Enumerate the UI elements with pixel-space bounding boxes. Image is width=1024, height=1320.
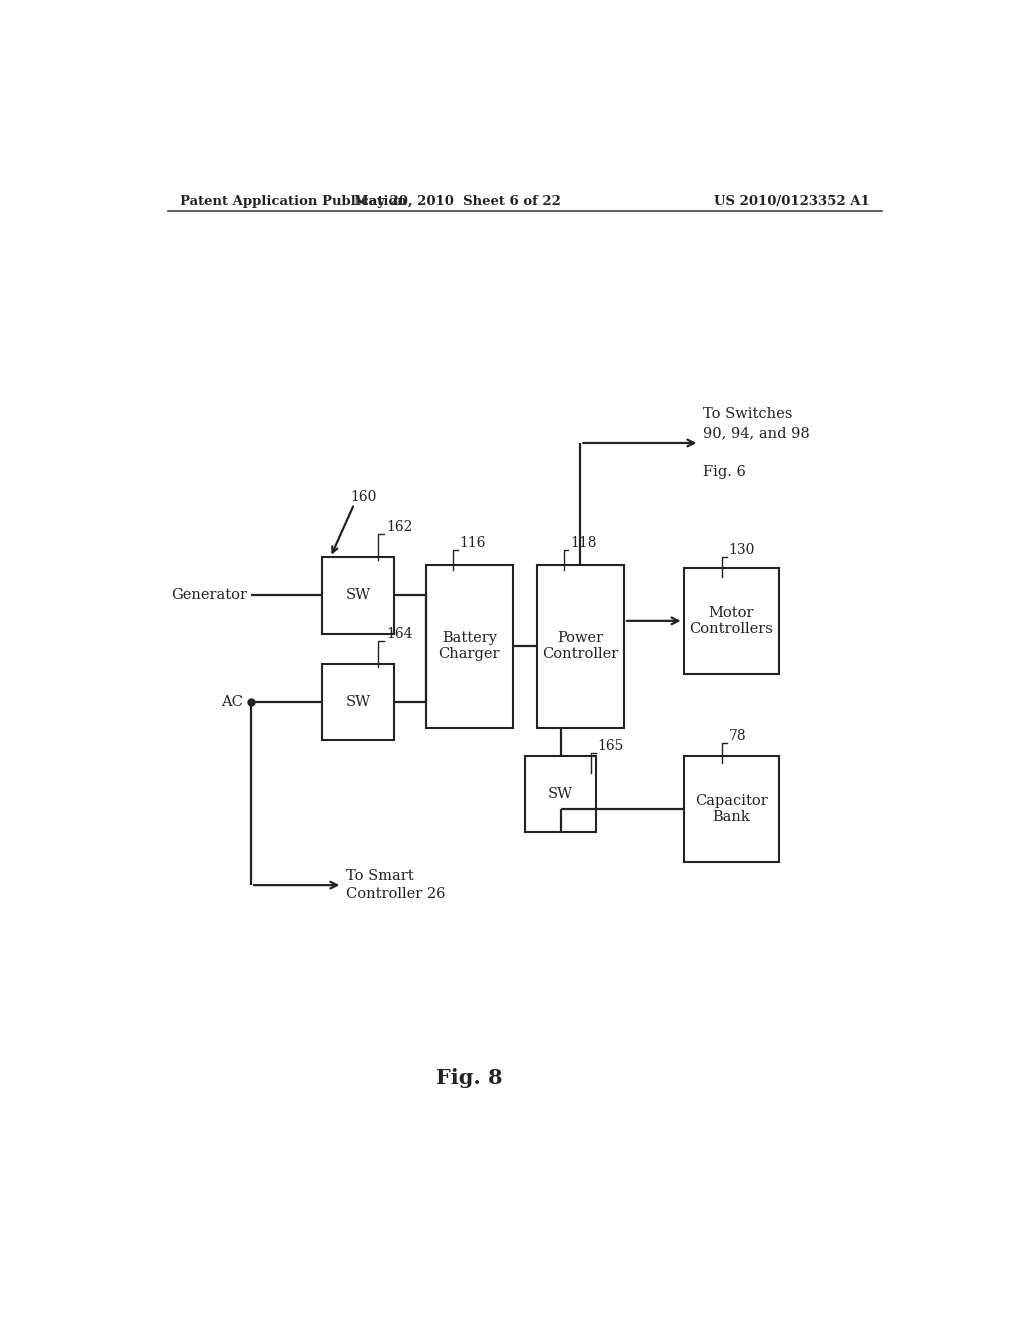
- Text: SW: SW: [345, 696, 371, 709]
- Text: 162: 162: [386, 520, 413, 535]
- Text: 116: 116: [460, 536, 486, 549]
- Text: US 2010/0123352 A1: US 2010/0123352 A1: [715, 194, 870, 207]
- Text: 160: 160: [350, 490, 377, 504]
- Text: SW: SW: [548, 787, 573, 801]
- Text: Motor
Controllers: Motor Controllers: [689, 606, 773, 636]
- Text: Battery
Charger: Battery Charger: [438, 631, 500, 661]
- Text: Patent Application Publication: Patent Application Publication: [179, 194, 407, 207]
- Bar: [323, 664, 394, 741]
- Text: 130: 130: [729, 543, 755, 557]
- Text: To Switches
90, 94, and 98

Fig. 6: To Switches 90, 94, and 98 Fig. 6: [703, 407, 810, 479]
- Text: May 20, 2010  Sheet 6 of 22: May 20, 2010 Sheet 6 of 22: [354, 194, 561, 207]
- Bar: [426, 565, 513, 727]
- Bar: [323, 557, 394, 634]
- Bar: [537, 565, 624, 727]
- Text: 118: 118: [570, 536, 597, 549]
- Text: Power
Controller: Power Controller: [543, 631, 618, 661]
- Text: AC: AC: [221, 696, 243, 709]
- Text: 164: 164: [386, 627, 413, 642]
- Bar: [524, 755, 596, 832]
- Text: Fig. 8: Fig. 8: [436, 1068, 503, 1088]
- Bar: [684, 568, 778, 675]
- Text: Capacitor
Bank: Capacitor Bank: [694, 793, 768, 824]
- Text: 165: 165: [598, 739, 625, 752]
- Text: Generator: Generator: [171, 589, 247, 602]
- Text: SW: SW: [345, 589, 371, 602]
- Text: To Smart
Controller 26: To Smart Controller 26: [346, 869, 445, 902]
- Text: 78: 78: [729, 729, 746, 743]
- Bar: [684, 755, 778, 862]
